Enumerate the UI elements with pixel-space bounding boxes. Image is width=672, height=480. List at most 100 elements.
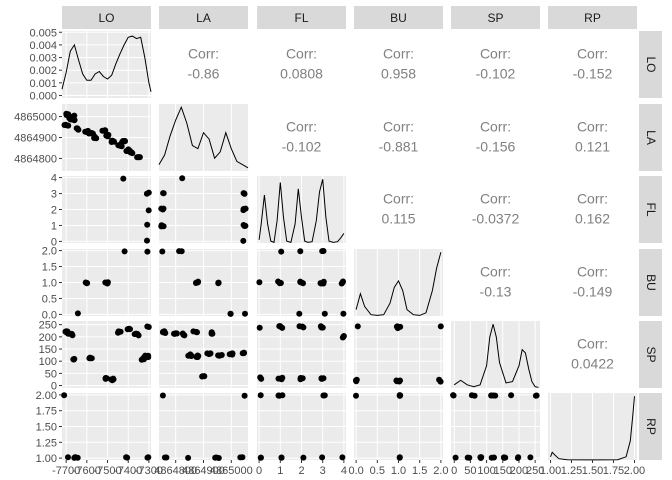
data-point	[436, 376, 443, 383]
data-point	[171, 330, 177, 337]
data-point	[508, 392, 515, 399]
corr-value: 0.0422	[571, 356, 614, 372]
data-point	[104, 280, 111, 287]
data-point	[502, 454, 509, 461]
row-strip-label-rp: RP	[644, 418, 658, 435]
data-point	[318, 324, 325, 331]
data-point	[229, 351, 236, 358]
data-point	[437, 323, 444, 330]
data-point	[193, 329, 200, 336]
data-point	[128, 149, 135, 156]
corr-label: Corr:	[480, 191, 511, 207]
corr-value: -0.152	[573, 66, 613, 82]
data-point	[257, 454, 264, 461]
data-point	[300, 454, 307, 461]
data-point	[319, 375, 326, 382]
y-tick-label: 0	[51, 381, 57, 393]
corr-label: Corr:	[286, 119, 317, 135]
corr-panel-bu-sp: Corr: -0.13	[480, 264, 512, 300]
panel-rp-lo	[61, 392, 152, 461]
data-point	[179, 175, 186, 182]
data-point	[396, 454, 403, 461]
data-point	[277, 280, 284, 286]
x-tick-label: 1.50	[582, 465, 603, 477]
y-tick-label: 200	[39, 332, 57, 344]
x-tick-label: 4865000	[210, 465, 253, 477]
corr-value: 0.162	[575, 211, 610, 227]
data-point	[240, 350, 247, 357]
corr-label: Corr:	[286, 46, 317, 62]
data-point	[276, 392, 283, 399]
x-tick-label: 1.00	[540, 465, 561, 477]
data-point	[241, 392, 248, 399]
panel-background	[62, 31, 151, 98]
strip-la	[159, 6, 248, 29]
panel-sp-sp	[451, 321, 540, 388]
strip-label-la: LA	[196, 11, 211, 25]
data-point	[176, 248, 183, 255]
x-tick-label: 2.0	[433, 465, 448, 477]
data-point	[296, 310, 303, 317]
data-point	[161, 328, 168, 335]
data-point	[240, 237, 247, 244]
y-tick-label: 0.001	[29, 78, 57, 90]
data-point	[317, 280, 324, 287]
density-curve-la	[158, 105, 249, 169]
data-point	[145, 207, 152, 214]
x-tick-label: 100	[477, 465, 495, 477]
data-point	[216, 352, 223, 359]
data-point	[84, 280, 91, 287]
y-tick-label: 1.75	[36, 406, 57, 418]
y-tick-label: 0.005	[29, 27, 57, 39]
row-strip-rp	[639, 393, 662, 460]
data-point	[204, 350, 211, 357]
y-tick-label: 250	[39, 320, 57, 332]
data-point	[93, 135, 100, 142]
x-tick-label: 50	[464, 465, 476, 477]
data-point	[319, 454, 326, 461]
panel-fl-la	[158, 175, 249, 244]
panel-sp-lo	[62, 321, 152, 388]
data-point	[135, 154, 142, 161]
x-tick-label: 0.0	[348, 465, 363, 477]
data-point	[242, 310, 248, 317]
data-point	[145, 189, 152, 196]
density-curve-bu	[355, 252, 442, 316]
strip-label-sp: SP	[487, 11, 503, 25]
row-strip-label-la: LA	[644, 130, 658, 145]
panel-rp-sp	[450, 392, 540, 461]
corr-value: -0.149	[573, 284, 613, 300]
corr-label: Corr:	[577, 46, 608, 62]
y-tick-label: 0.5	[42, 293, 57, 305]
data-point	[278, 454, 285, 461]
data-point	[63, 122, 70, 129]
panels: Corr: -0.86 Corr: 0.0808 Corr: 0.958 Corr: -0.1…	[61, 31, 637, 461]
corr-panel-lo-rp: Corr: -0.152	[573, 46, 613, 82]
panel-la-lo	[61, 104, 151, 171]
data-point	[241, 190, 248, 197]
corr-label: Corr:	[577, 264, 608, 280]
strip-rp	[548, 6, 637, 29]
corr-panel-lo-sp: Corr: -0.102	[476, 46, 516, 82]
strip-label-bu: BU	[390, 11, 407, 25]
data-point	[258, 375, 265, 382]
data-point	[478, 454, 485, 461]
data-point	[394, 323, 401, 330]
x-tick-label: 1.25	[561, 465, 582, 477]
x-tick-label: -7700	[52, 465, 80, 477]
y-tick-label: 100	[39, 356, 57, 368]
y-tick-label: 0.004	[29, 40, 57, 52]
panel-rp-fl	[257, 392, 346, 461]
row-strip-bu	[639, 249, 662, 316]
corr-panel-fl-rp: Corr: 0.162	[575, 191, 610, 227]
x-tick-label: 0	[256, 465, 262, 477]
data-point	[88, 355, 95, 362]
panel-rp-bu	[353, 392, 443, 461]
x-tick-label: 200	[510, 465, 528, 477]
column-strips: LO LA FL BU SP RP	[62, 6, 637, 29]
data-point	[108, 137, 115, 144]
y-tick-label: 150	[39, 344, 57, 356]
panel-rp-rp	[548, 393, 637, 461]
data-point	[354, 323, 361, 330]
panel-fl-lo	[62, 175, 152, 244]
